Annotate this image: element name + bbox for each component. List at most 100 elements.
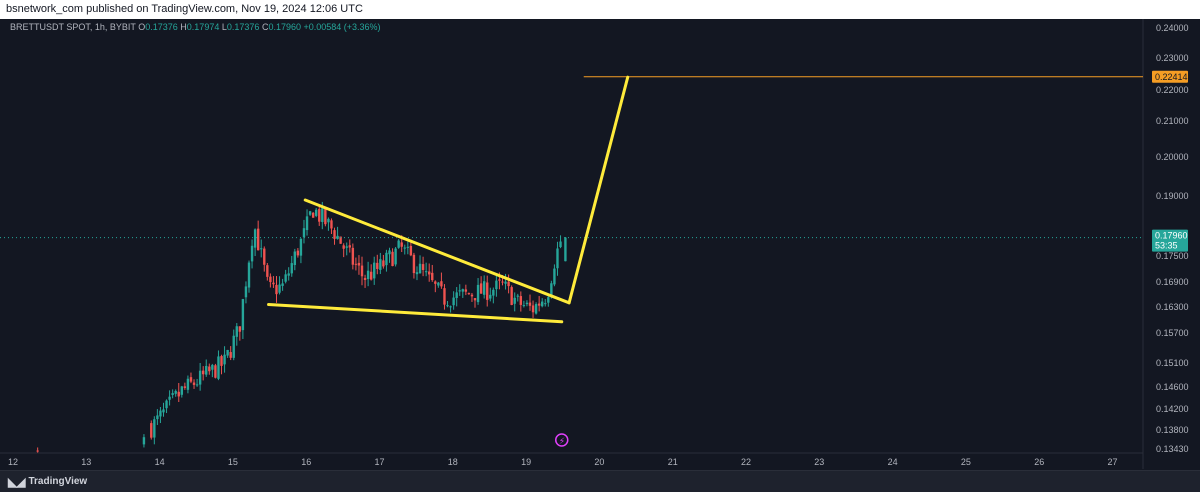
candle-body — [385, 252, 388, 266]
x-tick-label: 18 — [448, 457, 458, 467]
candle-body — [159, 410, 162, 417]
y-tick-label: 0.20000 — [1156, 152, 1189, 162]
x-tick-label: 20 — [594, 457, 604, 467]
x-tick-label: 14 — [155, 457, 165, 467]
tradingview-logo[interactable]: ◣◢ TradingView — [8, 475, 87, 489]
candle-body — [418, 263, 422, 274]
x-tick-label: 12 — [8, 457, 18, 467]
x-tick-label: 27 — [1108, 457, 1118, 467]
candle-body — [311, 212, 315, 218]
candle-body — [360, 265, 364, 277]
open-label: O — [138, 22, 146, 32]
candle-body — [205, 365, 208, 375]
candle-body — [564, 237, 567, 262]
candle-body — [174, 390, 177, 394]
candle-body — [357, 262, 361, 266]
candle-body — [443, 288, 446, 305]
candle-body — [235, 326, 238, 337]
candle-body — [437, 282, 440, 286]
candle-body — [238, 326, 242, 332]
candle-body — [278, 284, 281, 293]
low-label: L — [221, 22, 227, 32]
y-tick-label: 0.24000 — [1156, 23, 1189, 33]
candle-body — [232, 335, 235, 358]
candle-body — [479, 283, 483, 294]
y-tick-label: 0.15700 — [1156, 328, 1189, 338]
candle-body — [290, 263, 293, 274]
candle-body — [406, 246, 410, 248]
candle-body — [431, 272, 434, 281]
symbol-name: BRETTUSDT SPOT, 1h, BYBIT — [10, 22, 136, 32]
candle-body — [369, 271, 373, 280]
candle-body — [272, 282, 275, 285]
x-tick-label: 22 — [741, 457, 751, 467]
candle-body — [321, 208, 324, 222]
footer-bar: ◣◢ TradingView — [0, 470, 1200, 492]
candle-body — [348, 245, 351, 248]
candle-body — [541, 301, 544, 307]
x-tick-label: 26 — [1034, 457, 1044, 467]
tradingview-brand: TradingView — [28, 476, 88, 487]
candle-body — [525, 302, 529, 305]
candle-body — [354, 263, 358, 265]
y-tick-label: 0.16900 — [1156, 277, 1189, 287]
candle-body — [382, 260, 385, 267]
candle-body — [153, 419, 156, 438]
candle-body — [519, 296, 523, 305]
candle-body — [366, 270, 370, 280]
candle-body — [302, 228, 306, 238]
low-value: 0.17376 — [226, 22, 260, 32]
candle-body — [409, 245, 413, 256]
candle-body — [180, 386, 184, 395]
wedge-upper-trendline — [303, 198, 571, 305]
symbol-legend: BRETTUSDT SPOT, 1h, BYBIT O0.17376 H0.17… — [10, 22, 381, 32]
candle-body — [220, 356, 223, 366]
candle-body — [412, 254, 416, 274]
candle-body — [314, 209, 318, 216]
candle-body — [330, 220, 333, 229]
candle-body — [198, 370, 202, 385]
y-tick-label: 0.14200 — [1156, 404, 1189, 414]
candle-body — [467, 293, 471, 295]
y-tick-label: 0.23000 — [1156, 53, 1189, 63]
candle-body — [339, 236, 342, 244]
candles — [36, 201, 567, 453]
candle-body — [388, 250, 391, 255]
candle-body — [531, 305, 535, 313]
x-tick-label: 25 — [961, 457, 971, 467]
candle-body — [489, 294, 492, 299]
candle-body — [192, 382, 196, 385]
candle-body — [421, 264, 425, 270]
candle-body — [208, 366, 211, 372]
candle-body — [376, 262, 379, 269]
publish-info-bar: bsnetwork_com published on TradingView.c… — [0, 0, 1200, 19]
candle-body — [434, 281, 437, 284]
lightning-event-icon — [555, 433, 569, 447]
candle-body — [287, 273, 290, 276]
candle-body — [492, 289, 495, 296]
candle-body — [544, 303, 547, 305]
x-tick-label: 15 — [228, 457, 238, 467]
candle-body — [142, 437, 146, 445]
y-tick-label: 0.22000 — [1156, 85, 1189, 95]
candle-body — [470, 294, 474, 297]
change-value: +0.00584 (+3.36%) — [303, 22, 381, 32]
candle-body — [553, 268, 556, 285]
candle-body — [510, 287, 513, 305]
target-badge — [1152, 70, 1188, 83]
candle-body — [501, 281, 504, 283]
candle-body — [458, 290, 461, 292]
candle-body — [504, 281, 507, 284]
candle-body — [345, 246, 348, 248]
candle-body — [336, 235, 339, 239]
x-tick-label: 24 — [888, 457, 898, 467]
price-chart[interactable]: 0.24000 0.23000 0.22000 0.21000 0.20000 0.190… — [0, 19, 1200, 470]
candle-body — [156, 415, 159, 420]
candle-body — [342, 245, 345, 249]
candle-body — [379, 259, 382, 270]
candle-body — [214, 365, 217, 378]
x-tick-label: 16 — [301, 457, 311, 467]
candle-body — [195, 384, 199, 386]
x-tick-label: 19 — [521, 457, 531, 467]
candle-body — [226, 349, 229, 356]
